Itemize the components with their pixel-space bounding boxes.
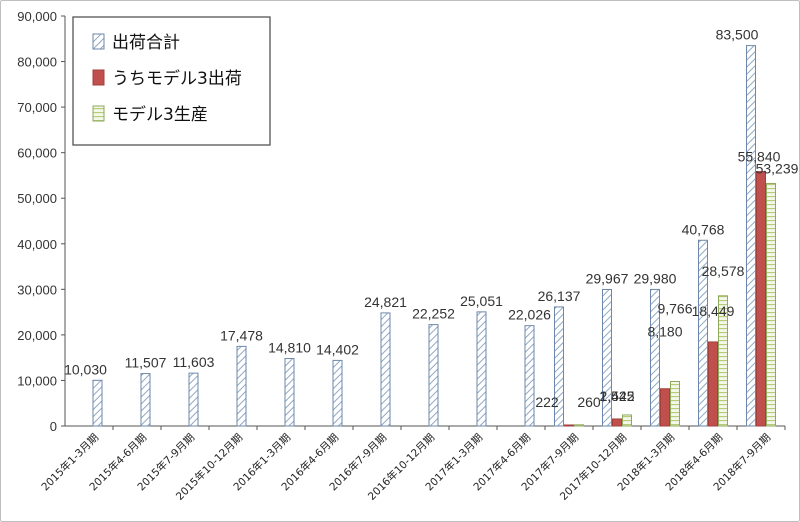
data-label: 22,026 bbox=[508, 307, 551, 323]
bar-total-shipments bbox=[188, 372, 199, 427]
bar-model3-shipments bbox=[756, 171, 766, 427]
data-label: 2,425 bbox=[599, 388, 634, 404]
legend-label-total: 出荷合計 bbox=[112, 33, 180, 53]
bar-total-shipments bbox=[92, 379, 103, 427]
data-label: 18,449 bbox=[692, 303, 735, 319]
bar-total-shipments bbox=[428, 324, 439, 427]
data-label: 55,840 bbox=[738, 149, 781, 165]
y-tick-label: 80,000 bbox=[17, 55, 57, 70]
legend-swatch-total bbox=[92, 33, 105, 50]
data-label: 14,810 bbox=[268, 340, 311, 356]
bar-total-shipments bbox=[140, 373, 151, 427]
bar-model3-production bbox=[574, 424, 584, 427]
bar-total-shipments bbox=[746, 45, 756, 427]
data-label: 11,603 bbox=[173, 354, 215, 370]
y-tick-label: 10,000 bbox=[17, 373, 57, 388]
bar-total-shipments bbox=[554, 306, 564, 427]
data-label: 22,252 bbox=[412, 306, 455, 322]
data-label: 9,766 bbox=[657, 301, 692, 317]
bar-model3-shipments bbox=[612, 418, 622, 427]
data-label: 24,821 bbox=[364, 294, 407, 310]
data-label: 14,402 bbox=[316, 341, 359, 357]
legend-label-model3-production: モデル3生産 bbox=[112, 104, 208, 125]
bar-total-shipments bbox=[380, 312, 391, 427]
y-tick-label: 60,000 bbox=[17, 146, 57, 161]
data-label: 83,500 bbox=[716, 27, 759, 43]
data-label: 260 bbox=[577, 394, 601, 410]
bar-total-shipments bbox=[332, 359, 343, 427]
bar-model3-production bbox=[766, 182, 776, 427]
y-tick-label: 0 bbox=[50, 419, 57, 434]
data-label: 29,967 bbox=[586, 270, 629, 286]
legend-swatch-model3-production bbox=[92, 105, 105, 122]
data-label: 53,239 bbox=[756, 160, 799, 176]
data-label: 29,980 bbox=[634, 270, 677, 286]
data-label: 17,478 bbox=[220, 327, 263, 343]
y-tick-label: 20,000 bbox=[17, 328, 57, 343]
bar-total-shipments bbox=[524, 325, 535, 427]
y-tick-label: 90,000 bbox=[17, 9, 57, 24]
bar-model3-shipments bbox=[660, 388, 670, 427]
bar-model3-production bbox=[718, 295, 728, 427]
legend-swatch-model3-shipments bbox=[92, 69, 105, 86]
y-tick-label: 30,000 bbox=[17, 282, 57, 297]
data-label: 1,542 bbox=[599, 388, 634, 404]
legend-box bbox=[72, 16, 271, 146]
legend-label-model3-shipments: うちモデル3出荷 bbox=[112, 68, 242, 89]
data-labels: 10,030 11,507 11,603 17,478 14,810 14,402 24,8… bbox=[64, 27, 799, 410]
data-label: 28,578 bbox=[702, 263, 745, 279]
bar-total-shipments bbox=[476, 311, 487, 427]
y-tick-label: 40,000 bbox=[17, 237, 57, 252]
data-label: 40,768 bbox=[682, 221, 725, 237]
bar-total-shipments bbox=[284, 358, 295, 427]
bar-total-shipments bbox=[602, 288, 612, 427]
data-label: 26,137 bbox=[538, 288, 581, 304]
data-label: 8,180 bbox=[647, 324, 682, 340]
bar-total-shipments bbox=[698, 239, 708, 427]
bar-model3-production bbox=[622, 414, 632, 427]
data-label: 25,051 bbox=[460, 293, 503, 309]
y-tick-label: 70,000 bbox=[17, 100, 57, 115]
data-label: 11,507 bbox=[125, 355, 167, 371]
bar-model3-shipments bbox=[564, 424, 574, 427]
bar-total-shipments bbox=[650, 288, 660, 427]
legend: 出荷合計 うちモデル3出荷 モデル3生産 bbox=[72, 16, 271, 146]
bar-model3-shipments bbox=[708, 341, 718, 427]
y-tick-label: 50,000 bbox=[17, 191, 57, 206]
bar-model3-production bbox=[670, 381, 680, 427]
bars bbox=[92, 45, 776, 427]
data-label: 10,030 bbox=[64, 361, 107, 377]
bar-total-shipments bbox=[236, 345, 247, 427]
data-label: 222 bbox=[535, 394, 559, 410]
